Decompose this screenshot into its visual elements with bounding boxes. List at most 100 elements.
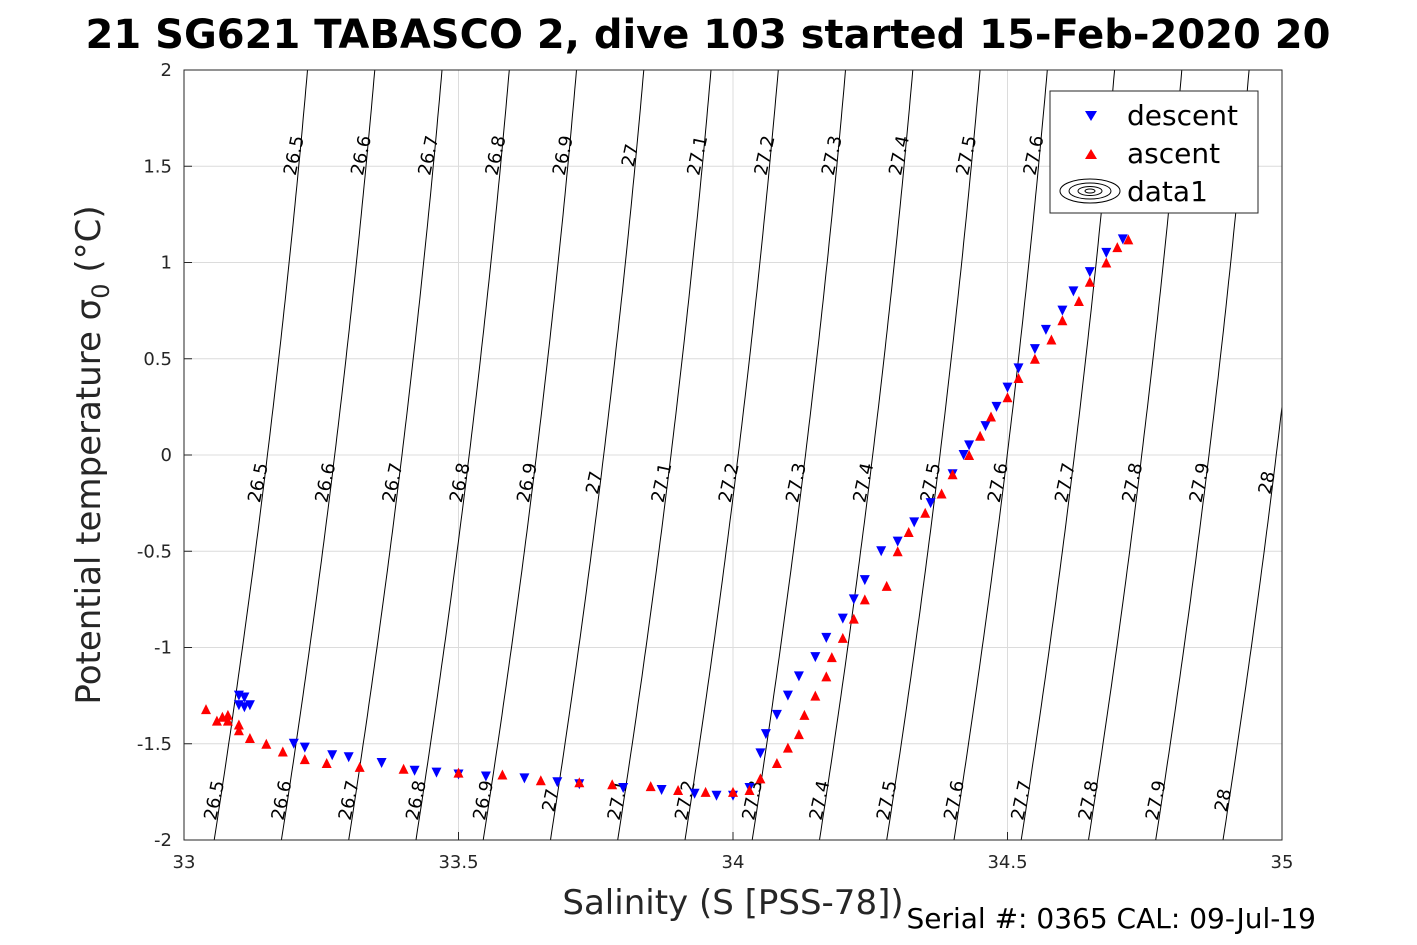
legend-box (1049, 90, 1259, 214)
ascent-point (453, 767, 464, 778)
ascent-point (497, 769, 508, 780)
x-tick-label: 35 (1271, 852, 1294, 873)
ascent-point (744, 785, 755, 795)
isopycnal-line (1222, 402, 1282, 840)
ascent-point (321, 758, 332, 768)
ascent-point (1112, 242, 1123, 253)
ascent-point (920, 507, 931, 518)
ascent-point (837, 632, 848, 643)
ascent-point (848, 613, 859, 624)
isopycnal-line (819, 70, 914, 840)
descent-point (958, 450, 969, 460)
isopycnal-line (953, 70, 1048, 840)
descent-point (793, 671, 804, 682)
descent-point (980, 421, 991, 432)
ascent-point (700, 786, 711, 797)
descent-point (859, 575, 870, 586)
ascent-point (810, 690, 821, 701)
x-tick-label: 34 (722, 852, 745, 873)
isopycnal-line (482, 70, 577, 840)
isopycnal-line (617, 70, 712, 840)
y-tick-label: -2 (154, 830, 172, 851)
ascent-point (821, 671, 832, 682)
isopycnal-label: 28 (1255, 469, 1280, 496)
isopycnal-line (348, 70, 443, 840)
ascent-point (645, 781, 656, 792)
descent-point (409, 765, 420, 776)
chart-title: 21 SG621 TABASCO 2, dive 103 started 15-… (86, 12, 1331, 58)
isopycnal-label: 27 (618, 142, 643, 169)
ascent-point (799, 709, 810, 720)
descent-point (1013, 363, 1024, 374)
ascent-point (793, 729, 804, 740)
ascent-point (1029, 353, 1040, 364)
descent-point (909, 517, 920, 528)
descent-point (233, 700, 244, 711)
ascent-point (673, 785, 684, 795)
ascent-point (1073, 296, 1084, 306)
ascent-point (859, 594, 870, 605)
y-axis-label: Potential temperature σ0 (°C) (69, 205, 115, 704)
descent-point (299, 742, 310, 753)
x-tick-label: 33.5 (438, 852, 478, 873)
x-axis-label: Salinity (S [PSS-78]) (562, 883, 903, 923)
descent-point (848, 594, 859, 605)
descent-point (1068, 286, 1079, 297)
descent-point (343, 752, 354, 763)
ascent-point (947, 469, 958, 480)
descent-point (821, 632, 832, 643)
ascent-point (755, 773, 766, 784)
legend: descent ascent data1 (1049, 90, 1259, 214)
descent-point (964, 440, 975, 451)
ascent-point (728, 786, 738, 797)
descent-point (288, 738, 299, 749)
descent-point (656, 785, 667, 795)
ascent-point (222, 709, 233, 720)
descent-point (991, 401, 1002, 412)
ascent-point (277, 746, 288, 757)
descent-point (1002, 382, 1013, 393)
isopycnal-line (886, 70, 981, 840)
descent-point (837, 613, 848, 624)
y-tick-label: 1.5 (143, 156, 172, 177)
y-tick-label: 2 (161, 60, 172, 81)
ascent-point (1002, 392, 1013, 403)
data-series (201, 234, 1134, 801)
descent-point (1117, 234, 1128, 245)
ascent-point (1084, 276, 1095, 287)
y-tick-label: -1.5 (137, 734, 172, 755)
ascent-point (607, 779, 618, 790)
descent-point (892, 536, 903, 547)
isopycnal-label: 27 (538, 787, 563, 814)
descent-point (711, 790, 722, 801)
density-contours (213, 70, 1282, 840)
y-tick-label: 0 (161, 445, 172, 466)
ascent-point (211, 715, 222, 726)
ascent-point (354, 761, 365, 772)
isopycnal-line (684, 70, 779, 840)
ascent-point (299, 754, 310, 765)
descent-point (239, 692, 250, 703)
descent-point (1029, 344, 1040, 355)
ascent-point (535, 775, 546, 786)
y-axis-ticks: 2 1.5 1 0.5 0 -0.5 -1 -1.5 -2 (137, 60, 192, 851)
ascent-point (222, 715, 233, 726)
isopycnal-line (415, 70, 510, 840)
legend-descent-label: descent (1127, 99, 1238, 132)
descent-point (1057, 305, 1068, 316)
ascent-point (892, 546, 903, 557)
x-axis-ticks: 33 33.5 34 34.5 35 (173, 832, 1294, 873)
ascent-point (574, 777, 585, 788)
descent-point (519, 773, 530, 784)
ascent-point (244, 733, 255, 743)
descent-point (876, 546, 887, 557)
x-tick-label: 33 (173, 852, 196, 873)
ascent-point (903, 527, 914, 537)
ascent-point (201, 704, 211, 715)
descent-point (239, 702, 250, 713)
legend-ascent-label: ascent (1127, 137, 1220, 170)
legend-contour-icon (1059, 178, 1121, 204)
descent-point (327, 750, 338, 761)
descent-point (760, 729, 771, 740)
isopycnal-line (751, 70, 846, 840)
